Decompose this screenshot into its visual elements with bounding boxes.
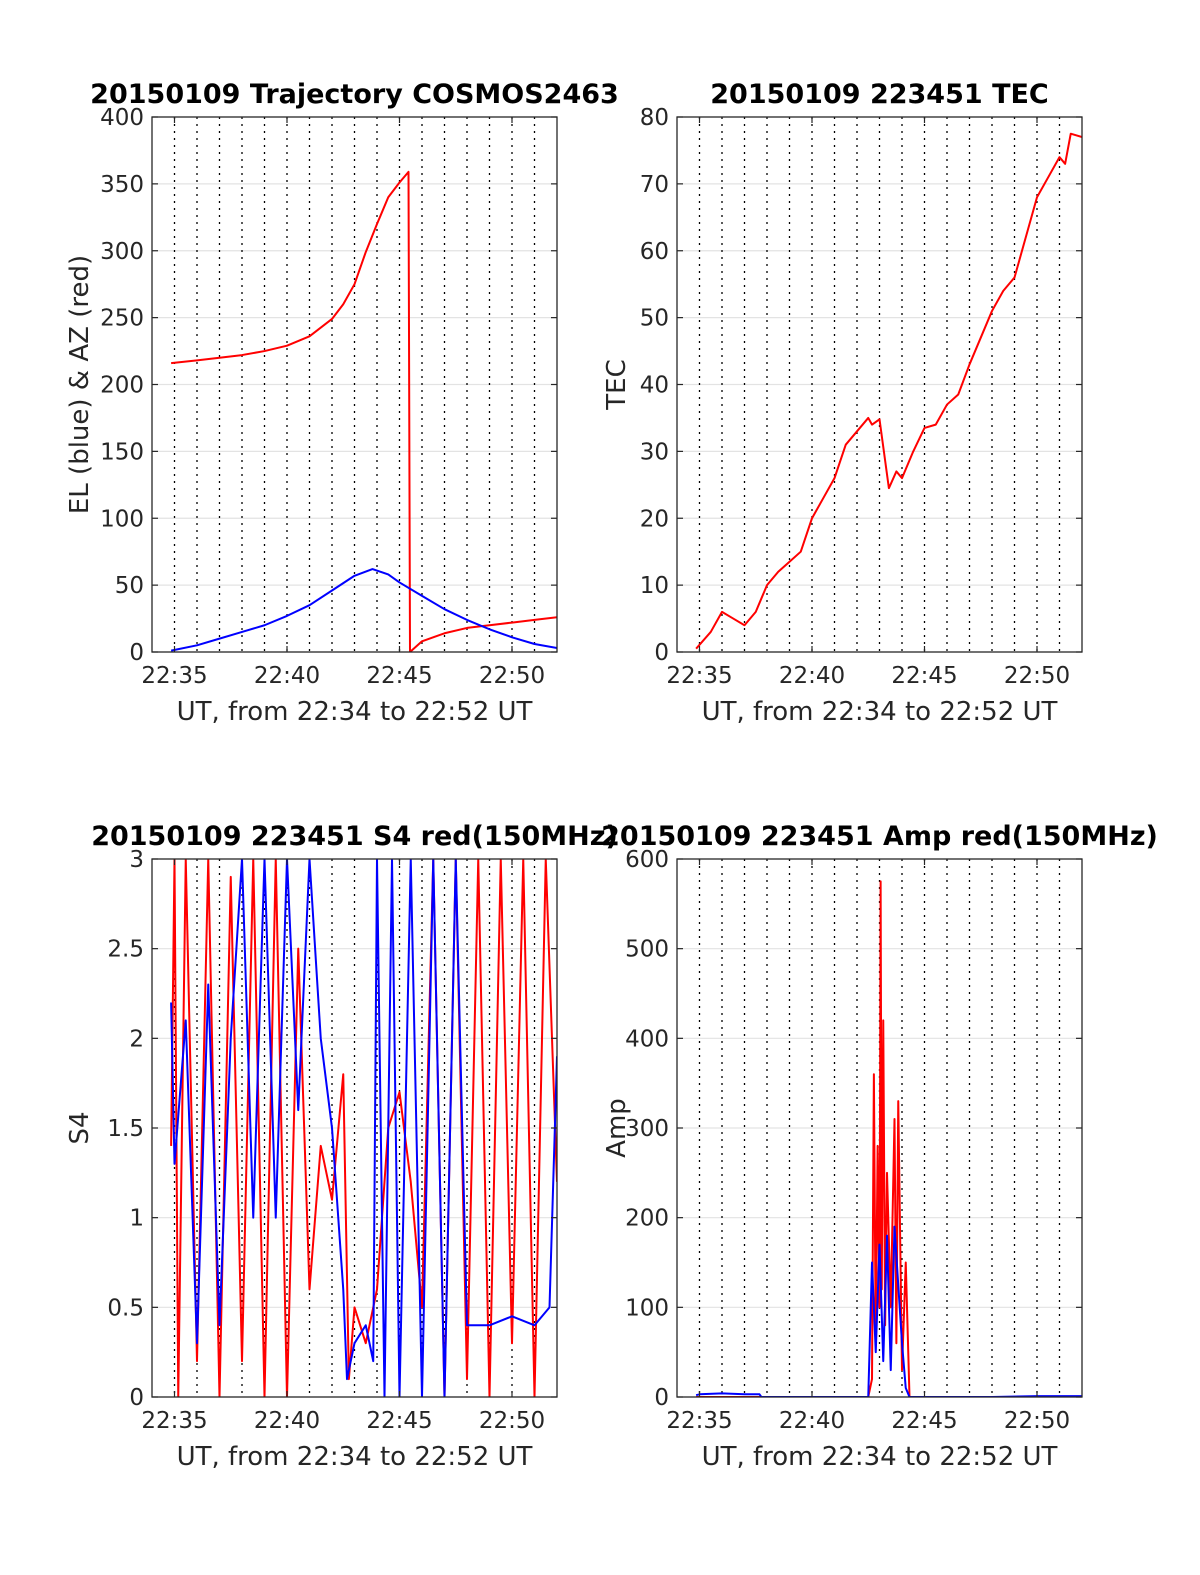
y-tick-label: 400 [625, 1026, 669, 1052]
y-tick-label: 0 [654, 640, 669, 666]
x-tick-label: 22:45 [891, 663, 957, 689]
y-tick-label: 200 [100, 373, 144, 399]
y-axis-label: TEC [602, 359, 632, 410]
y-tick-label: 1.5 [107, 1116, 144, 1142]
y-axis-label: S4 [65, 1111, 95, 1144]
y-tick-label: 100 [100, 506, 144, 532]
y-tick-label: 200 [625, 1206, 669, 1232]
chart-title: 20150109 Trajectory COSMOS2463 [90, 79, 619, 110]
y-tick-label: 3 [129, 847, 144, 873]
y-tick-label: 500 [625, 937, 669, 963]
y-axis-label: EL (blue) & AZ (red) [65, 255, 95, 514]
x-tick-label: 22:35 [666, 663, 732, 689]
y-tick-label: 100 [625, 1295, 669, 1321]
series-line-blue [695, 1225, 1082, 1397]
series-line-blue [170, 568, 557, 652]
chart-panel-0: 0 50 100 150 200 250 300 350 400 22:35 22:40 22:45 2… [65, 79, 619, 727]
x-tick-label: 22:50 [479, 1408, 545, 1434]
y-tick-label: 2 [129, 1026, 144, 1052]
x-tick-label: 22:50 [1004, 1408, 1070, 1434]
x-tick-label: 22:40 [254, 1408, 320, 1434]
y-tick-label: 40 [640, 373, 669, 399]
y-tick-label: 0 [129, 1385, 144, 1411]
y-tick-label: 50 [640, 306, 669, 332]
y-tick-label: 400 [100, 105, 144, 131]
x-tick-label: 22:35 [141, 663, 207, 689]
series-line-red [171, 170, 557, 652]
y-tick-label: 60 [640, 239, 669, 265]
y-tick-label: 300 [625, 1116, 669, 1142]
y-tick-label: 300 [100, 239, 144, 265]
series-line-blue [170, 859, 557, 1397]
y-tick-label: 10 [640, 573, 669, 599]
x-axis-label: UT, from 22:34 to 22:52 UT [702, 1442, 1058, 1472]
y-tick-label: 250 [100, 306, 144, 332]
y-tick-label: 150 [100, 439, 144, 465]
x-tick-label: 22:40 [779, 663, 845, 689]
y-axis-label: Amp [602, 1098, 632, 1158]
y-tick-label: 0.5 [107, 1295, 144, 1321]
x-tick-label: 22:50 [1004, 663, 1070, 689]
series-line-red [170, 859, 557, 1397]
y-tick-label: 70 [640, 172, 669, 198]
y-tick-label: 2.5 [107, 937, 144, 963]
x-tick-label: 22:50 [479, 663, 545, 689]
y-tick-label: 0 [129, 640, 144, 666]
x-tick-label: 22:45 [891, 1408, 957, 1434]
x-tick-label: 22:35 [666, 1408, 732, 1434]
x-tick-label: 22:45 [366, 1408, 432, 1434]
y-tick-label: 350 [100, 172, 144, 198]
y-tick-label: 1 [129, 1206, 144, 1232]
x-axis-label: UT, from 22:34 to 22:52 UT [177, 697, 533, 727]
x-tick-label: 22:40 [779, 1408, 845, 1434]
chart-panel-3: 0 100 200 300 400 500 600 22:35 22:40 22:45 22:50 2… [601, 821, 1158, 1472]
y-tick-label: 600 [625, 847, 669, 873]
x-tick-label: 22:45 [366, 663, 432, 689]
chart-title: 20150109 223451 S4 red(150MHz) [91, 821, 618, 852]
y-tick-label: 80 [640, 105, 669, 131]
series-line-red [695, 132, 1082, 650]
x-axis-label: UT, from 22:34 to 22:52 UT [177, 1442, 533, 1472]
x-tick-label: 22:40 [254, 663, 320, 689]
y-tick-label: 50 [115, 573, 144, 599]
chart-panel-1: 0 10 20 30 40 50 60 70 80 22:35 22:40 22:45 22:50 201… [602, 79, 1083, 727]
chart-title: 20150109 223451 TEC [710, 79, 1049, 110]
y-tick-label: 30 [640, 439, 669, 465]
x-axis-label: UT, from 22:34 to 22:52 UT [702, 697, 1058, 727]
y-tick-label: 20 [640, 506, 669, 532]
chart-panel-2: 0 0.5 1 1.5 2 2.5 3 22:35 22:40 22:45 22:50 2015010… [65, 821, 618, 1472]
y-tick-label: 0 [654, 1385, 669, 1411]
chart-title: 20150109 223451 Amp red(150MHz) [601, 821, 1158, 852]
x-tick-label: 22:35 [141, 1408, 207, 1434]
